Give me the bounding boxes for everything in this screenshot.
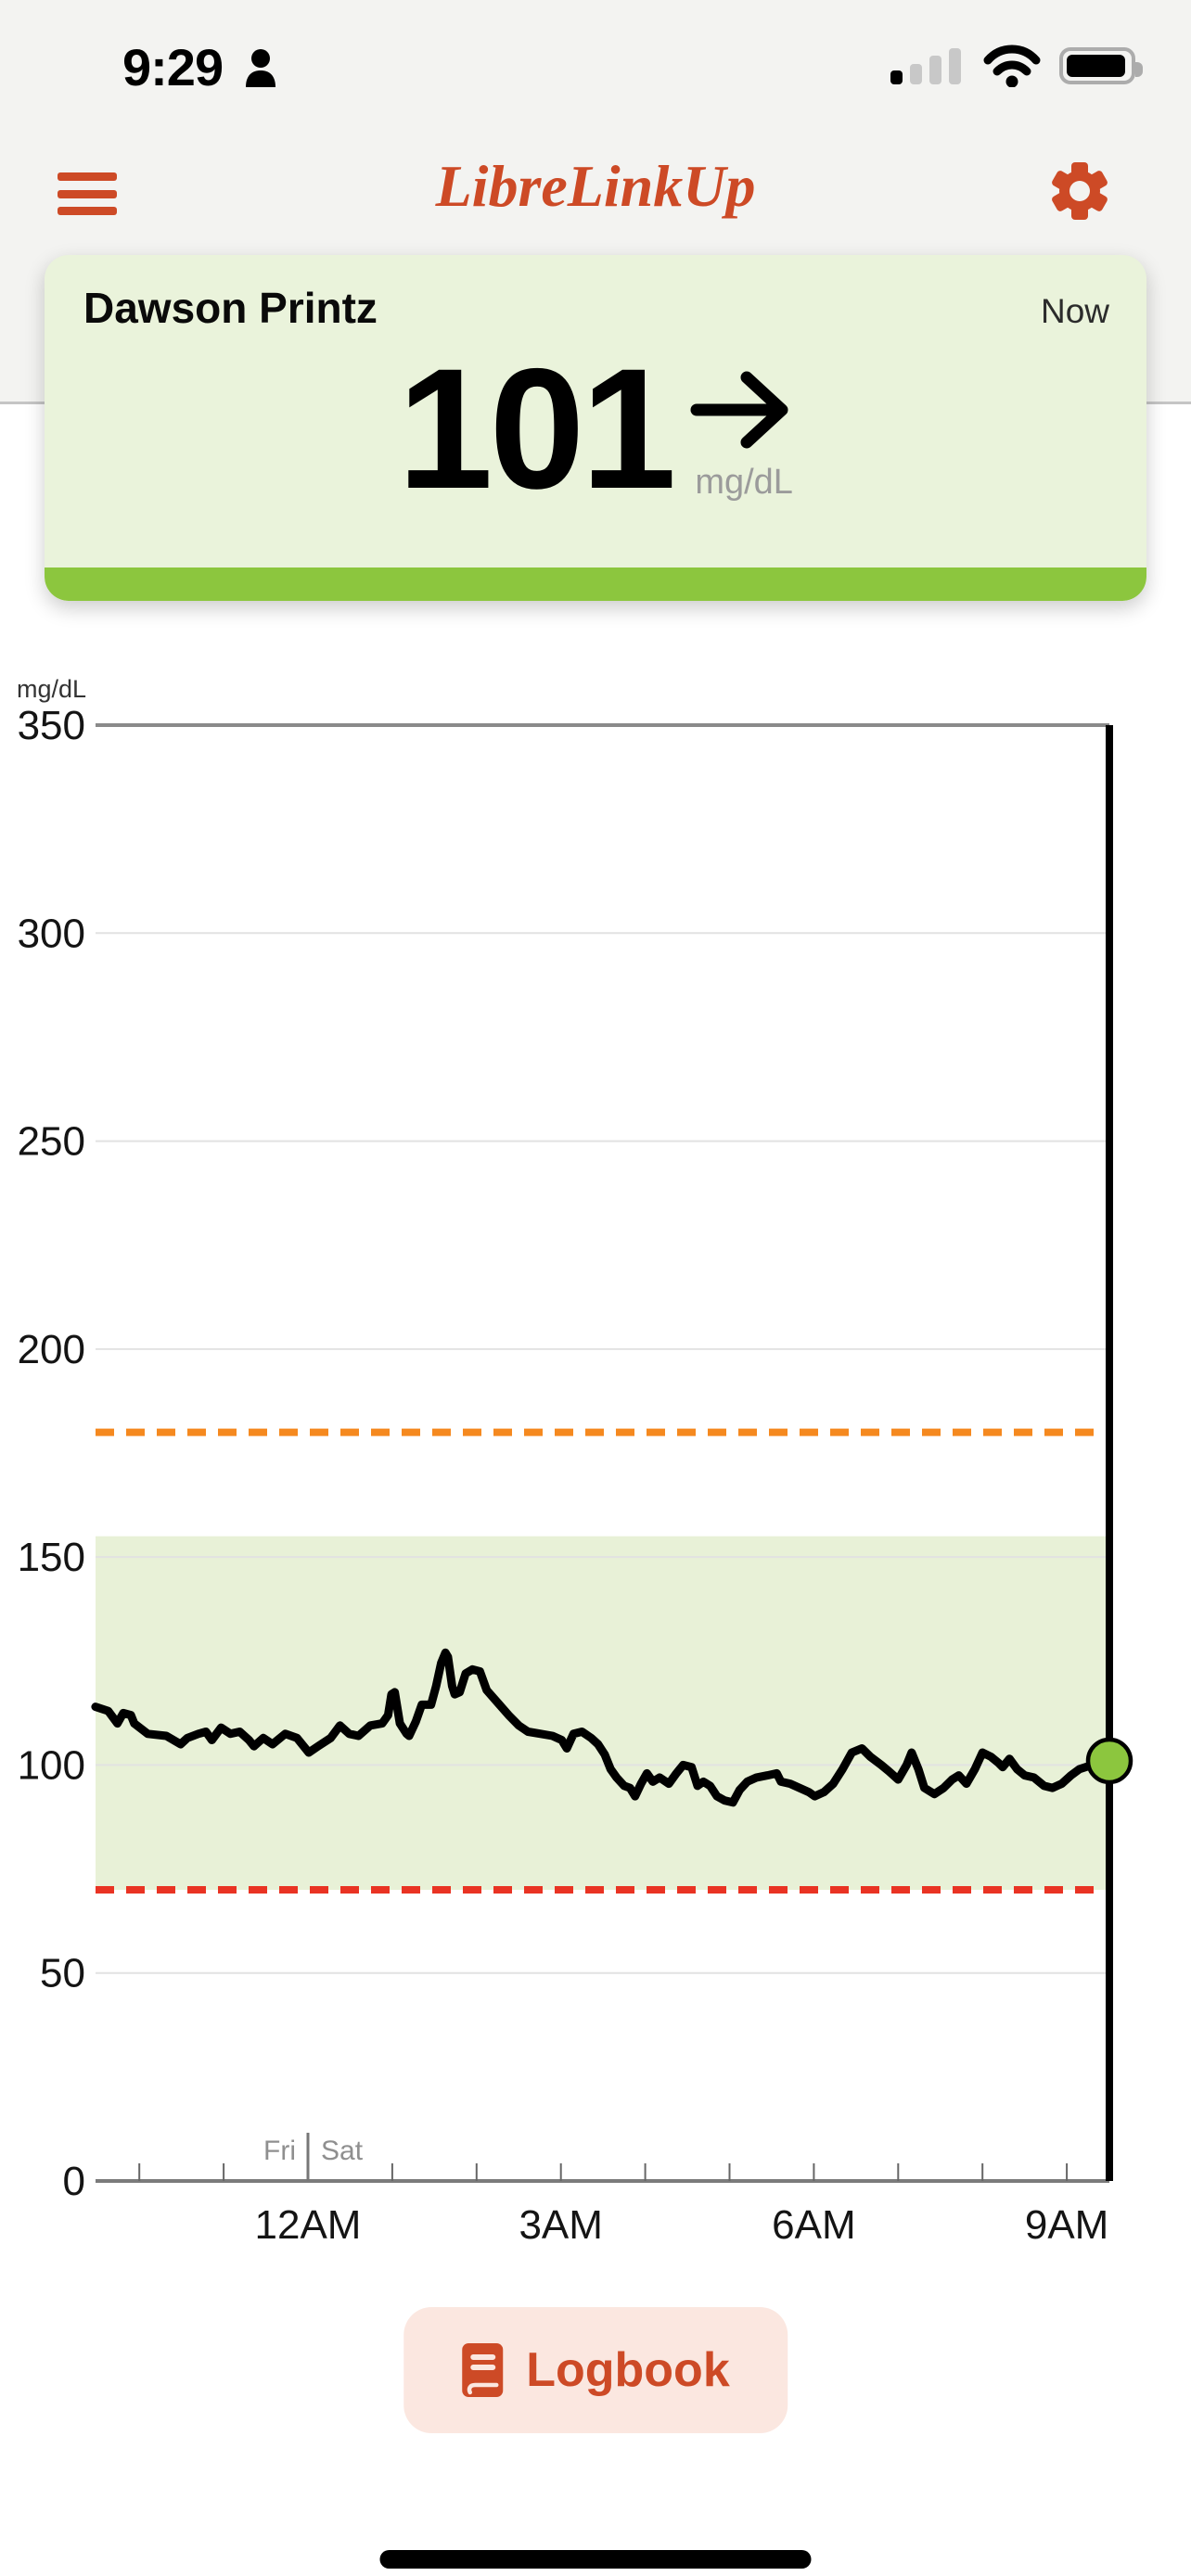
y-tick-label: 350 [18,703,85,748]
glucose-unit: mg/dL [695,463,793,502]
status-icons [890,45,1143,87]
patient-card-header: Dawson Printz Now [83,283,1109,333]
x-tick-label: 12AM [255,2202,362,2248]
reading-timestamp: Now [1040,292,1109,330]
logbook-book-icon [462,2343,504,2397]
y-tick-label: 100 [18,1742,85,1788]
patient-name: Dawson Printz [83,284,378,332]
y-tick-label: 0 [63,2159,85,2204]
gear-icon [1052,162,1108,220]
y-tick-label: 150 [18,1535,85,1580]
x-tick-label: 9AM [1025,2202,1108,2248]
y-tick-label: 200 [18,1327,85,1372]
glucose-trace [91,1648,1109,1807]
in-range-indicator [45,567,1146,601]
current-glucose-dot [1085,1737,1133,1785]
home-indicator[interactable] [379,2550,812,2569]
battery-fill [1067,55,1125,77]
hamburger-icon [58,172,117,181]
x-tick-label: 3AM [519,2202,602,2248]
trend-steady-icon [690,371,788,449]
day-label-left: Fri [263,2136,296,2166]
y-tick-label: 250 [18,1119,85,1165]
focus-person-icon [246,49,275,87]
y-axis-unit-label: mg/dL [17,675,86,703]
patient-card[interactable]: Dawson Printz Now 101 mg/dL [45,255,1146,601]
settings-button[interactable] [1050,161,1109,221]
status-clock: 9:29 [122,38,224,96]
x-tick-label: 6AM [772,2202,855,2248]
glucose-value: 101 [397,334,677,525]
target-range-band [96,1536,1109,1890]
wifi-icon [983,45,1041,87]
logbook-label: Logbook [526,2343,730,2397]
battery-nub [1135,62,1143,77]
day-label-right: Sat [321,2136,364,2166]
y-tick-label: 300 [18,911,85,956]
y-tick-label: 50 [40,1951,85,1996]
logbook-button[interactable]: Logbook [403,2307,788,2433]
current-reading: 101 mg/dL [45,344,1146,516]
cellular-signal-icon [890,48,961,84]
app-title: LibreLinkUp [435,153,756,219]
battery-icon [1059,47,1143,84]
menu-button[interactable] [58,172,117,215]
